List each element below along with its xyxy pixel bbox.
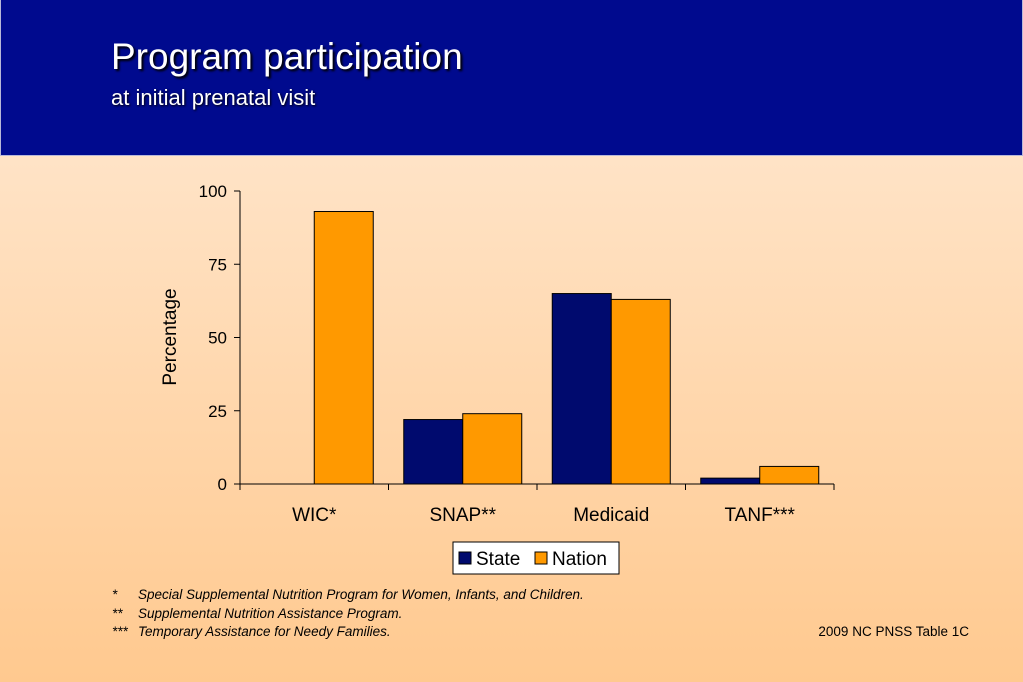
- y-tick-label: 75: [208, 255, 227, 274]
- x-category-label: SNAP**: [429, 505, 496, 526]
- bar-state-2: [551, 293, 612, 485]
- bar-nation-1: [462, 413, 523, 485]
- bar-nation-2: [610, 298, 671, 485]
- x-category-label: Medicaid: [573, 505, 649, 526]
- footnote-mark: *: [112, 587, 118, 602]
- y-tick-label: 25: [208, 402, 227, 421]
- footnote-mark: ***: [112, 624, 128, 639]
- slide-title: Program participation: [111, 36, 463, 77]
- bar-state-3: [700, 477, 761, 485]
- y-tick-label: 100: [199, 182, 227, 201]
- title-banner: Program participation at initial prenata…: [0, 0, 1023, 156]
- bar-nation-3: [759, 465, 820, 485]
- footnote-tanf: *** Temporary Assistance for Needy Famili…: [112, 624, 584, 643]
- legend-label-state: State: [476, 549, 520, 570]
- slide-subtitle: at initial prenatal visit: [111, 85, 316, 110]
- footnote-text: Temporary Assistance for Needy Families.: [138, 624, 391, 639]
- footnote-mark: **: [112, 605, 123, 621]
- legend-swatch-nation: [534, 551, 548, 565]
- legend-swatch-state: [458, 551, 472, 565]
- source-note: 2009 NC PNSS Table 1C: [818, 624, 969, 639]
- bar-state-1: [403, 419, 464, 485]
- footnote-wic: * Special Supplemental Nutrition Program …: [112, 587, 584, 606]
- footnote-text: Supplemental Nutrition Assistance Progra…: [138, 605, 403, 621]
- y-tick-label: 0: [218, 475, 227, 494]
- footnote-text: Special Supplemental Nutrition Program f…: [138, 587, 584, 602]
- y-tick-label: 50: [208, 329, 227, 348]
- x-category-label: TANF***: [725, 505, 796, 526]
- x-category-label: WIC*: [292, 505, 337, 526]
- y-axis-title: Percentage: [160, 288, 181, 385]
- legend-label-nation: Nation: [552, 549, 607, 570]
- footnotes: * Special Supplemental Nutrition Program …: [112, 587, 584, 643]
- bar-nation-0: [313, 211, 374, 485]
- footnote-snap: ** Supplemental Nutrition Assistance Prog…: [112, 606, 584, 625]
